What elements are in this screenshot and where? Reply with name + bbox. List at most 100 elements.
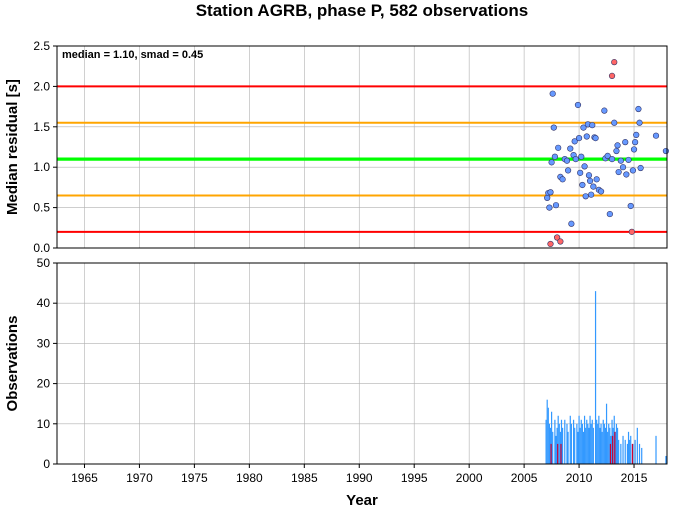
data-point (592, 135, 599, 142)
data-point (549, 90, 556, 97)
outlier-point (557, 238, 564, 245)
observations-y-ticks: 0 10 20 30 40 50 (37, 256, 57, 471)
observations-bars (545, 291, 667, 464)
data-point (581, 163, 588, 170)
outlier-point (553, 234, 561, 241)
data-point (623, 171, 630, 178)
outlier-point (547, 240, 554, 248)
data-point (613, 147, 620, 155)
data-point (622, 139, 629, 146)
data-point (563, 157, 571, 164)
data-point (555, 144, 562, 151)
data-point (637, 164, 644, 172)
data-point (577, 169, 584, 176)
data-point (636, 119, 643, 126)
data-point (589, 122, 596, 129)
data-point (551, 153, 558, 160)
x-tick-label: 2005 (511, 471, 538, 485)
data-point (597, 188, 605, 195)
y-tick-label: 50 (37, 256, 51, 270)
data-point (615, 168, 622, 176)
data-point (585, 172, 593, 179)
data-point (629, 167, 637, 174)
observations-frame (56, 262, 668, 465)
data-point (625, 156, 632, 164)
year-x-ticks: 1965 1970 1975 1980 1985 1990 1995 2000 2005 2010… (71, 464, 648, 485)
y-tick-label: 0 (43, 457, 50, 471)
data-point (632, 139, 639, 146)
data-point (614, 142, 621, 149)
data-point (548, 159, 555, 166)
x-tick-label: 1970 (126, 471, 153, 485)
data-point (630, 146, 638, 153)
year-x-axis-label: Year (346, 492, 378, 509)
x-tick-label: 1980 (236, 471, 263, 485)
data-point (582, 193, 589, 200)
data-point (583, 133, 590, 140)
data-point (546, 204, 553, 211)
y-tick-label: 30 (37, 336, 51, 350)
residual-reference-lines (57, 85, 667, 233)
data-point (652, 132, 660, 139)
x-tick-label: 1990 (346, 471, 373, 485)
data-point (608, 156, 616, 163)
x-tick-label: 1985 (291, 471, 318, 485)
y-tick-label: 0.0 (33, 241, 50, 255)
data-point (601, 107, 608, 114)
data-point (580, 124, 587, 131)
data-point (559, 176, 566, 183)
data-point (568, 220, 575, 227)
x-tick-label: 2015 (621, 471, 648, 485)
data-point (579, 181, 586, 189)
data-point (571, 138, 578, 145)
observations-panel: 0 10 20 30 40 50 1965 1970 1975 1980 1985 1990 1995… (4, 256, 668, 509)
x-tick-label: 1965 (71, 471, 98, 485)
data-point (617, 157, 624, 164)
data-point (567, 145, 574, 152)
data-point (574, 101, 582, 109)
data-point (588, 191, 595, 198)
outlier-point (628, 228, 635, 235)
chart-title: Station AGRB, phase P, 582 observations (196, 1, 529, 20)
y-tick-label: 1.0 (33, 160, 50, 174)
residual-frame (56, 45, 668, 249)
x-tick-label: 2000 (456, 471, 483, 485)
data-point (619, 164, 627, 171)
data-point (578, 153, 585, 160)
data-point (564, 167, 572, 174)
data-point (590, 183, 597, 190)
data-point (593, 176, 600, 183)
residual-y-ticks: 0.0 0.5 1.0 1.5 2.0 2.5 (33, 39, 57, 255)
x-tick-label: 2010 (566, 471, 593, 485)
data-point (627, 202, 634, 210)
data-point (633, 131, 640, 138)
residual-grid (57, 45, 667, 249)
observations-y-axis-label: Observations (4, 316, 21, 412)
data-point (611, 119, 618, 126)
y-tick-label: 10 (37, 417, 51, 431)
data-point (572, 156, 579, 163)
x-tick-label: 1975 (181, 471, 208, 485)
y-tick-label: 2.0 (33, 79, 50, 93)
y-tick-label: 40 (37, 296, 51, 310)
median-smad-annotation: median = 1.10, smad = 0.45 (62, 49, 203, 61)
y-tick-label: 20 (37, 377, 51, 391)
residual-y-axis-label: Median residual [s] (4, 79, 21, 215)
data-point (547, 189, 554, 196)
data-point (606, 210, 613, 218)
outlier-point (608, 72, 616, 79)
data-point (662, 147, 670, 155)
y-tick-label: 1.5 (33, 120, 50, 134)
outlier-point (611, 59, 618, 66)
data-point (586, 177, 594, 185)
observations-grid (57, 262, 667, 465)
data-point (552, 202, 560, 209)
data-point (604, 152, 611, 159)
residual-points (544, 59, 670, 248)
data-point (635, 105, 642, 113)
data-point (575, 135, 583, 142)
y-tick-label: 2.5 (33, 39, 50, 53)
residual-panel: 0.0 0.5 1.0 1.5 2.0 2.5 median = 1.10, smad =… (4, 39, 670, 255)
y-tick-label: 0.5 (33, 201, 50, 215)
